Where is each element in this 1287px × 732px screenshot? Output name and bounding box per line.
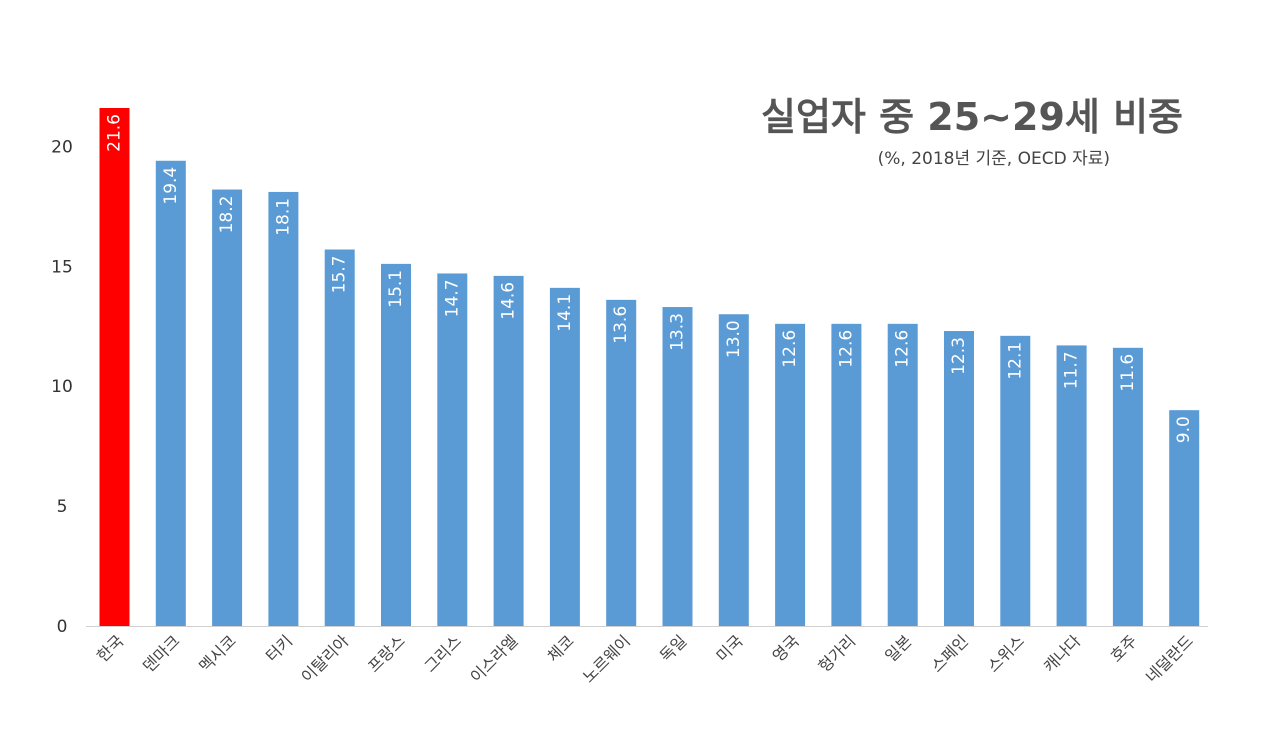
x-tick-label: 미국	[712, 631, 746, 665]
bar	[606, 299, 637, 626]
bar-value-label: 18.1	[273, 198, 293, 236]
bar-value-label: 15.1	[386, 270, 406, 308]
chart-title: 실업자 중 25~29세 비중	[760, 95, 1183, 139]
bar	[493, 275, 524, 626]
bar-value-label: 11.7	[1062, 351, 1082, 389]
bar	[437, 273, 468, 626]
x-tick-label: 스위스	[983, 631, 1028, 676]
bar-value-label: 12.1	[1005, 342, 1025, 380]
bar	[381, 263, 411, 626]
bar-value-label: 14.1	[555, 294, 575, 332]
x-tick-label: 영국	[769, 631, 803, 665]
bar	[718, 314, 749, 626]
bar	[212, 189, 243, 626]
y-tick-label: 10	[51, 377, 73, 397]
x-tick-label: 헝가리	[815, 631, 860, 676]
bar-value-label: 21.6	[105, 114, 125, 152]
bar	[155, 160, 186, 626]
bar-value-label: 18.2	[217, 196, 237, 234]
bar	[1056, 345, 1087, 626]
x-tick-label: 호주	[1106, 631, 1140, 665]
bar	[1112, 347, 1143, 626]
x-tick-label: 이스라엘	[466, 631, 521, 686]
bar	[775, 323, 806, 626]
bar	[99, 108, 130, 626]
x-tick-label: 프랑스	[364, 631, 409, 676]
x-tick-label: 스페인	[927, 631, 972, 676]
bar-value-label: 12.3	[949, 337, 969, 375]
x-tick-label: 이탈리아	[297, 631, 352, 686]
bar	[1169, 410, 1200, 626]
bar-value-label: 14.6	[499, 282, 519, 320]
x-tick-label: 캐나다	[1040, 631, 1085, 676]
y-tick-label: 0	[57, 617, 68, 637]
x-tick-label: 체코	[543, 631, 577, 665]
bar-value-label: 13.3	[668, 313, 688, 351]
x-tick-label: 네덜란드	[1142, 631, 1197, 686]
bar	[944, 331, 974, 626]
x-tick-label: 터키	[262, 631, 296, 665]
x-tick-label: 일본	[881, 631, 915, 665]
y-tick-label: 15	[51, 257, 73, 277]
y-tick-label: 20	[51, 137, 73, 157]
bar-value-label: 11.6	[1118, 354, 1138, 392]
bar-value-label: 13.6	[611, 306, 631, 344]
bar	[887, 323, 918, 626]
y-tick-label: 5	[57, 497, 68, 517]
x-tick-label: 멕시코	[195, 631, 240, 676]
x-tick-label: 덴마크	[139, 631, 184, 676]
bar	[268, 191, 299, 626]
bar-value-label: 12.6	[836, 330, 856, 368]
bar-value-label: 14.7	[442, 279, 462, 317]
bar-value-label: 15.7	[330, 255, 350, 293]
bar	[1000, 335, 1031, 626]
bar-value-label: 19.4	[161, 167, 181, 205]
x-tick-label: 한국	[93, 631, 127, 665]
bar	[549, 287, 580, 626]
bar-value-label: 12.6	[893, 330, 913, 368]
bar	[662, 307, 693, 626]
chart-subtitle: (%, 2018년 기준, OECD 자료)	[877, 149, 1110, 169]
x-tick-label: 독일	[656, 631, 690, 665]
x-tick-label: 노르웨이	[579, 631, 634, 686]
bar-value-label: 13.0	[724, 320, 744, 358]
bar	[324, 249, 355, 627]
bar-value-label: 9.0	[1174, 416, 1194, 443]
bar-value-label: 12.6	[780, 330, 800, 368]
x-tick-label: 그리스	[420, 631, 465, 676]
bar	[831, 323, 862, 626]
